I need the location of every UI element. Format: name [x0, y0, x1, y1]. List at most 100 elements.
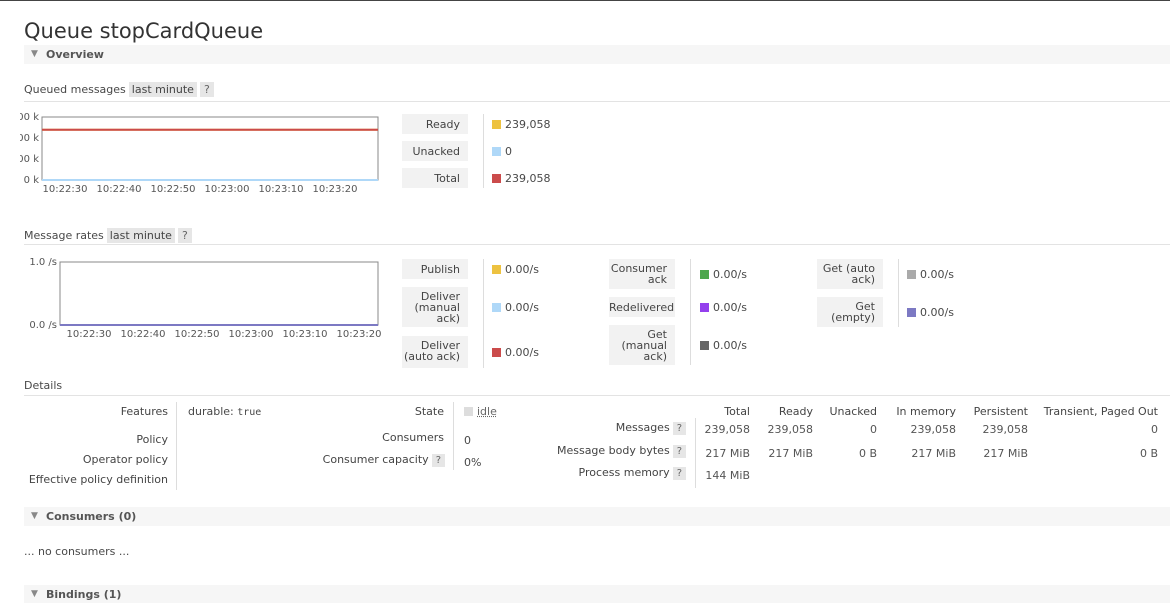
legend-swatch	[492, 147, 501, 156]
overview-section-toggle[interactable]: ▼ Overview	[24, 45, 1170, 64]
overview-section-label: Overview	[46, 48, 104, 61]
legend-value: 0.00/s	[907, 306, 954, 319]
queued-messages-heading: Queued messages last minute?	[24, 82, 214, 97]
legend-label-line: ack	[647, 273, 667, 286]
table-header: Persistent	[973, 405, 1028, 418]
policy-label: Policy	[136, 433, 168, 446]
legend-value-text: 0.00/s	[920, 268, 954, 281]
message-rates-chart: 1.0 /s 0.0 /s 10:22:30 10:22:40 10:22:50 10:2…	[29, 257, 381, 340]
legend-value-text: 0.00/s	[713, 268, 747, 281]
x-tick-label: 10:23:10	[259, 184, 304, 195]
divider	[898, 259, 899, 327]
consumers-count: 0	[464, 434, 471, 447]
y-tick-label: 200 k	[20, 133, 39, 144]
table-row-label-text: Messages	[615, 421, 670, 434]
divider	[176, 402, 177, 490]
legend-label-redelivered: Redelivered	[609, 297, 675, 317]
queued-range-selector[interactable]: last minute	[128, 82, 197, 97]
legend-swatch	[907, 308, 916, 317]
consumers-section-label: Consumers (0)	[46, 510, 137, 523]
legend-value: 0.00/s	[492, 301, 539, 314]
legend-value-text: 0.00/s	[713, 301, 747, 314]
x-tick-label: 10:22:30	[67, 329, 112, 340]
queued-messages-label: Queued messages	[24, 83, 126, 96]
divider	[483, 114, 484, 188]
table-cell: 239,058	[767, 423, 814, 436]
idle-state-icon	[464, 407, 473, 416]
table-cell: 217 MiB	[768, 447, 813, 460]
queued-help-button[interactable]: ?	[199, 82, 214, 97]
table-header: Ready	[778, 405, 813, 418]
rates-help-button[interactable]: ?	[177, 228, 192, 243]
table-cell: 239,058	[704, 423, 751, 436]
legend-value: 239,058	[492, 118, 551, 131]
chart-plot-area	[41, 116, 379, 181]
x-tick-label: 10:22:40	[121, 329, 166, 340]
legend-label-deliver-auto-ack-: Deliver (auto ack)	[402, 336, 468, 368]
state-label: State	[414, 405, 444, 418]
table-header: Transient, Paged Out	[1043, 405, 1158, 418]
bindings-section-label: Bindings (1)	[46, 588, 122, 601]
legend-label-line: Consumer	[610, 262, 667, 275]
legend-value: 239,058	[492, 172, 551, 185]
x-tick-label: 10:23:20	[313, 184, 358, 195]
bindings-section-toggle[interactable]: ▼ Bindings (1)	[24, 585, 1170, 603]
y-tick-label: 0 k	[24, 175, 40, 186]
legend-swatch	[907, 270, 916, 279]
legend-label-line: Total	[434, 172, 460, 185]
operator-policy-label: Operator policy	[82, 453, 168, 466]
legend-label-consumer-ack: Consumer ack	[609, 259, 675, 289]
legend-label-line: Publish	[420, 263, 460, 276]
features-key: durable:	[188, 405, 234, 418]
divider	[695, 418, 696, 488]
legend-swatch	[700, 270, 709, 279]
row-help-button[interactable]: ?	[672, 445, 686, 458]
x-tick-label: 10:22:40	[97, 184, 142, 195]
legend-value-text: 239,058	[505, 118, 551, 131]
legend-value: 0.00/s	[907, 268, 954, 281]
legend-value-text: 239,058	[505, 172, 551, 185]
legend-label-line: Get (auto	[822, 262, 875, 275]
message-rates-label: Message rates	[24, 229, 104, 242]
legend-value: 0.00/s	[700, 339, 747, 352]
table-cell: 144 MiB	[705, 469, 750, 482]
consumer-capacity-help-button[interactable]: ?	[431, 454, 445, 467]
legend-label-line: Redelivered	[609, 301, 675, 314]
rates-range-selector[interactable]: last minute	[106, 228, 175, 243]
chevron-down-icon: ▼	[31, 589, 38, 599]
legend-label-line: (manual	[621, 339, 668, 352]
consumer-capacity-text: Consumer capacity	[322, 453, 429, 466]
y-tick-label: 0.0 /s	[29, 320, 57, 331]
legend-label-ready: Ready	[402, 114, 468, 134]
legend-label-line: (manual	[414, 301, 461, 314]
state-value: idle	[464, 405, 497, 418]
table-header: In memory	[896, 405, 956, 418]
legend-value-text: 0.00/s	[920, 306, 954, 319]
consumer-capacity-label: Consumer capacity?	[300, 453, 445, 467]
row-help-button[interactable]: ?	[672, 422, 686, 435]
effective-policy-label: Effective policy definition	[28, 473, 168, 486]
table-row-label-text: Process memory	[578, 466, 670, 479]
table-cell: 239,058	[910, 423, 957, 436]
legend-value-text: 0.00/s	[713, 339, 747, 352]
legend-swatch	[492, 174, 501, 183]
table-cell: 0 B	[1139, 447, 1158, 460]
row-help-button[interactable]: ?	[672, 467, 686, 480]
features-label: Features	[120, 405, 168, 418]
divider	[690, 259, 691, 365]
consumers-section-toggle[interactable]: ▼ Consumers (0)	[24, 507, 1170, 526]
legend-label-line: ack)	[851, 273, 875, 286]
divider	[24, 244, 1170, 245]
x-tick-label: 10:23:00	[229, 329, 274, 340]
y-tick-label: 1.0 /s	[29, 257, 57, 268]
table-header: Unacked	[829, 405, 877, 418]
legend-label-line: ack)	[643, 350, 667, 363]
features-durable-value: true	[237, 407, 262, 418]
legend-label-line: Deliver	[420, 339, 460, 352]
chevron-down-icon: ▼	[31, 511, 38, 521]
legend-label-line: Get	[647, 328, 667, 341]
legend-value: 0.00/s	[700, 268, 747, 281]
features-value: durable: true	[188, 405, 261, 418]
x-tick-label: 10:23:10	[283, 329, 328, 340]
queued-messages-chart: 300 k 200 k 100 k 0 k10:22:30 10:22:40 10:22:…	[20, 112, 379, 195]
